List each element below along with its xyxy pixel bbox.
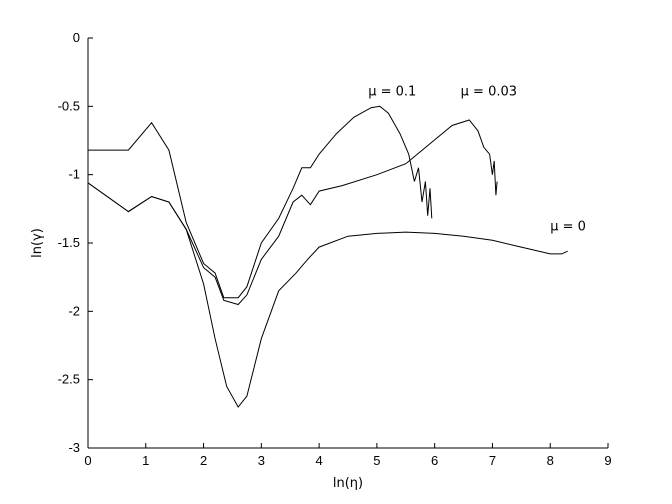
series-lines: [87, 105, 568, 408]
series-line-2: [87, 182, 568, 408]
y-tick-label: -1: [68, 167, 80, 182]
x-tick-label: 2: [200, 453, 207, 468]
x-tick-label: 1: [142, 453, 149, 468]
x-tick-label: 4: [315, 453, 322, 468]
series-annotations: μ = 0.1 μ = 0.03 μ = 0: [368, 84, 586, 234]
y-tick-label: -3: [68, 440, 80, 455]
axes: 0 1 2 3 4 5 6 7 8 9 0 -0.5 -1 -1.5 -2 -2.5 -3: [58, 30, 612, 468]
y-tick-label: -1.5: [58, 235, 80, 250]
x-tick-label: 3: [258, 453, 265, 468]
x-tick-label: 7: [489, 453, 496, 468]
x-tick-label: 6: [431, 453, 438, 468]
x-tick-label: 8: [547, 453, 554, 468]
series-annotation: μ = 0.03: [461, 84, 517, 99]
y-tick-label: -2: [68, 303, 80, 318]
series-annotation: μ = 0: [550, 220, 586, 235]
x-tick-label: 5: [373, 453, 380, 468]
x-tick-label: 9: [604, 453, 611, 468]
y-tick-label: 0: [73, 30, 80, 45]
x-axis-label: ln(η): [333, 476, 363, 491]
series-annotation: μ = 0.1: [368, 84, 416, 99]
y-tick-label: -2.5: [58, 372, 80, 387]
series-line-1: [87, 119, 498, 306]
y-axis-label: ln(γ): [30, 228, 45, 258]
x-tick-label: 0: [84, 453, 91, 468]
series-line-0: [88, 105, 433, 299]
y-tick-label: -0.5: [58, 98, 80, 113]
